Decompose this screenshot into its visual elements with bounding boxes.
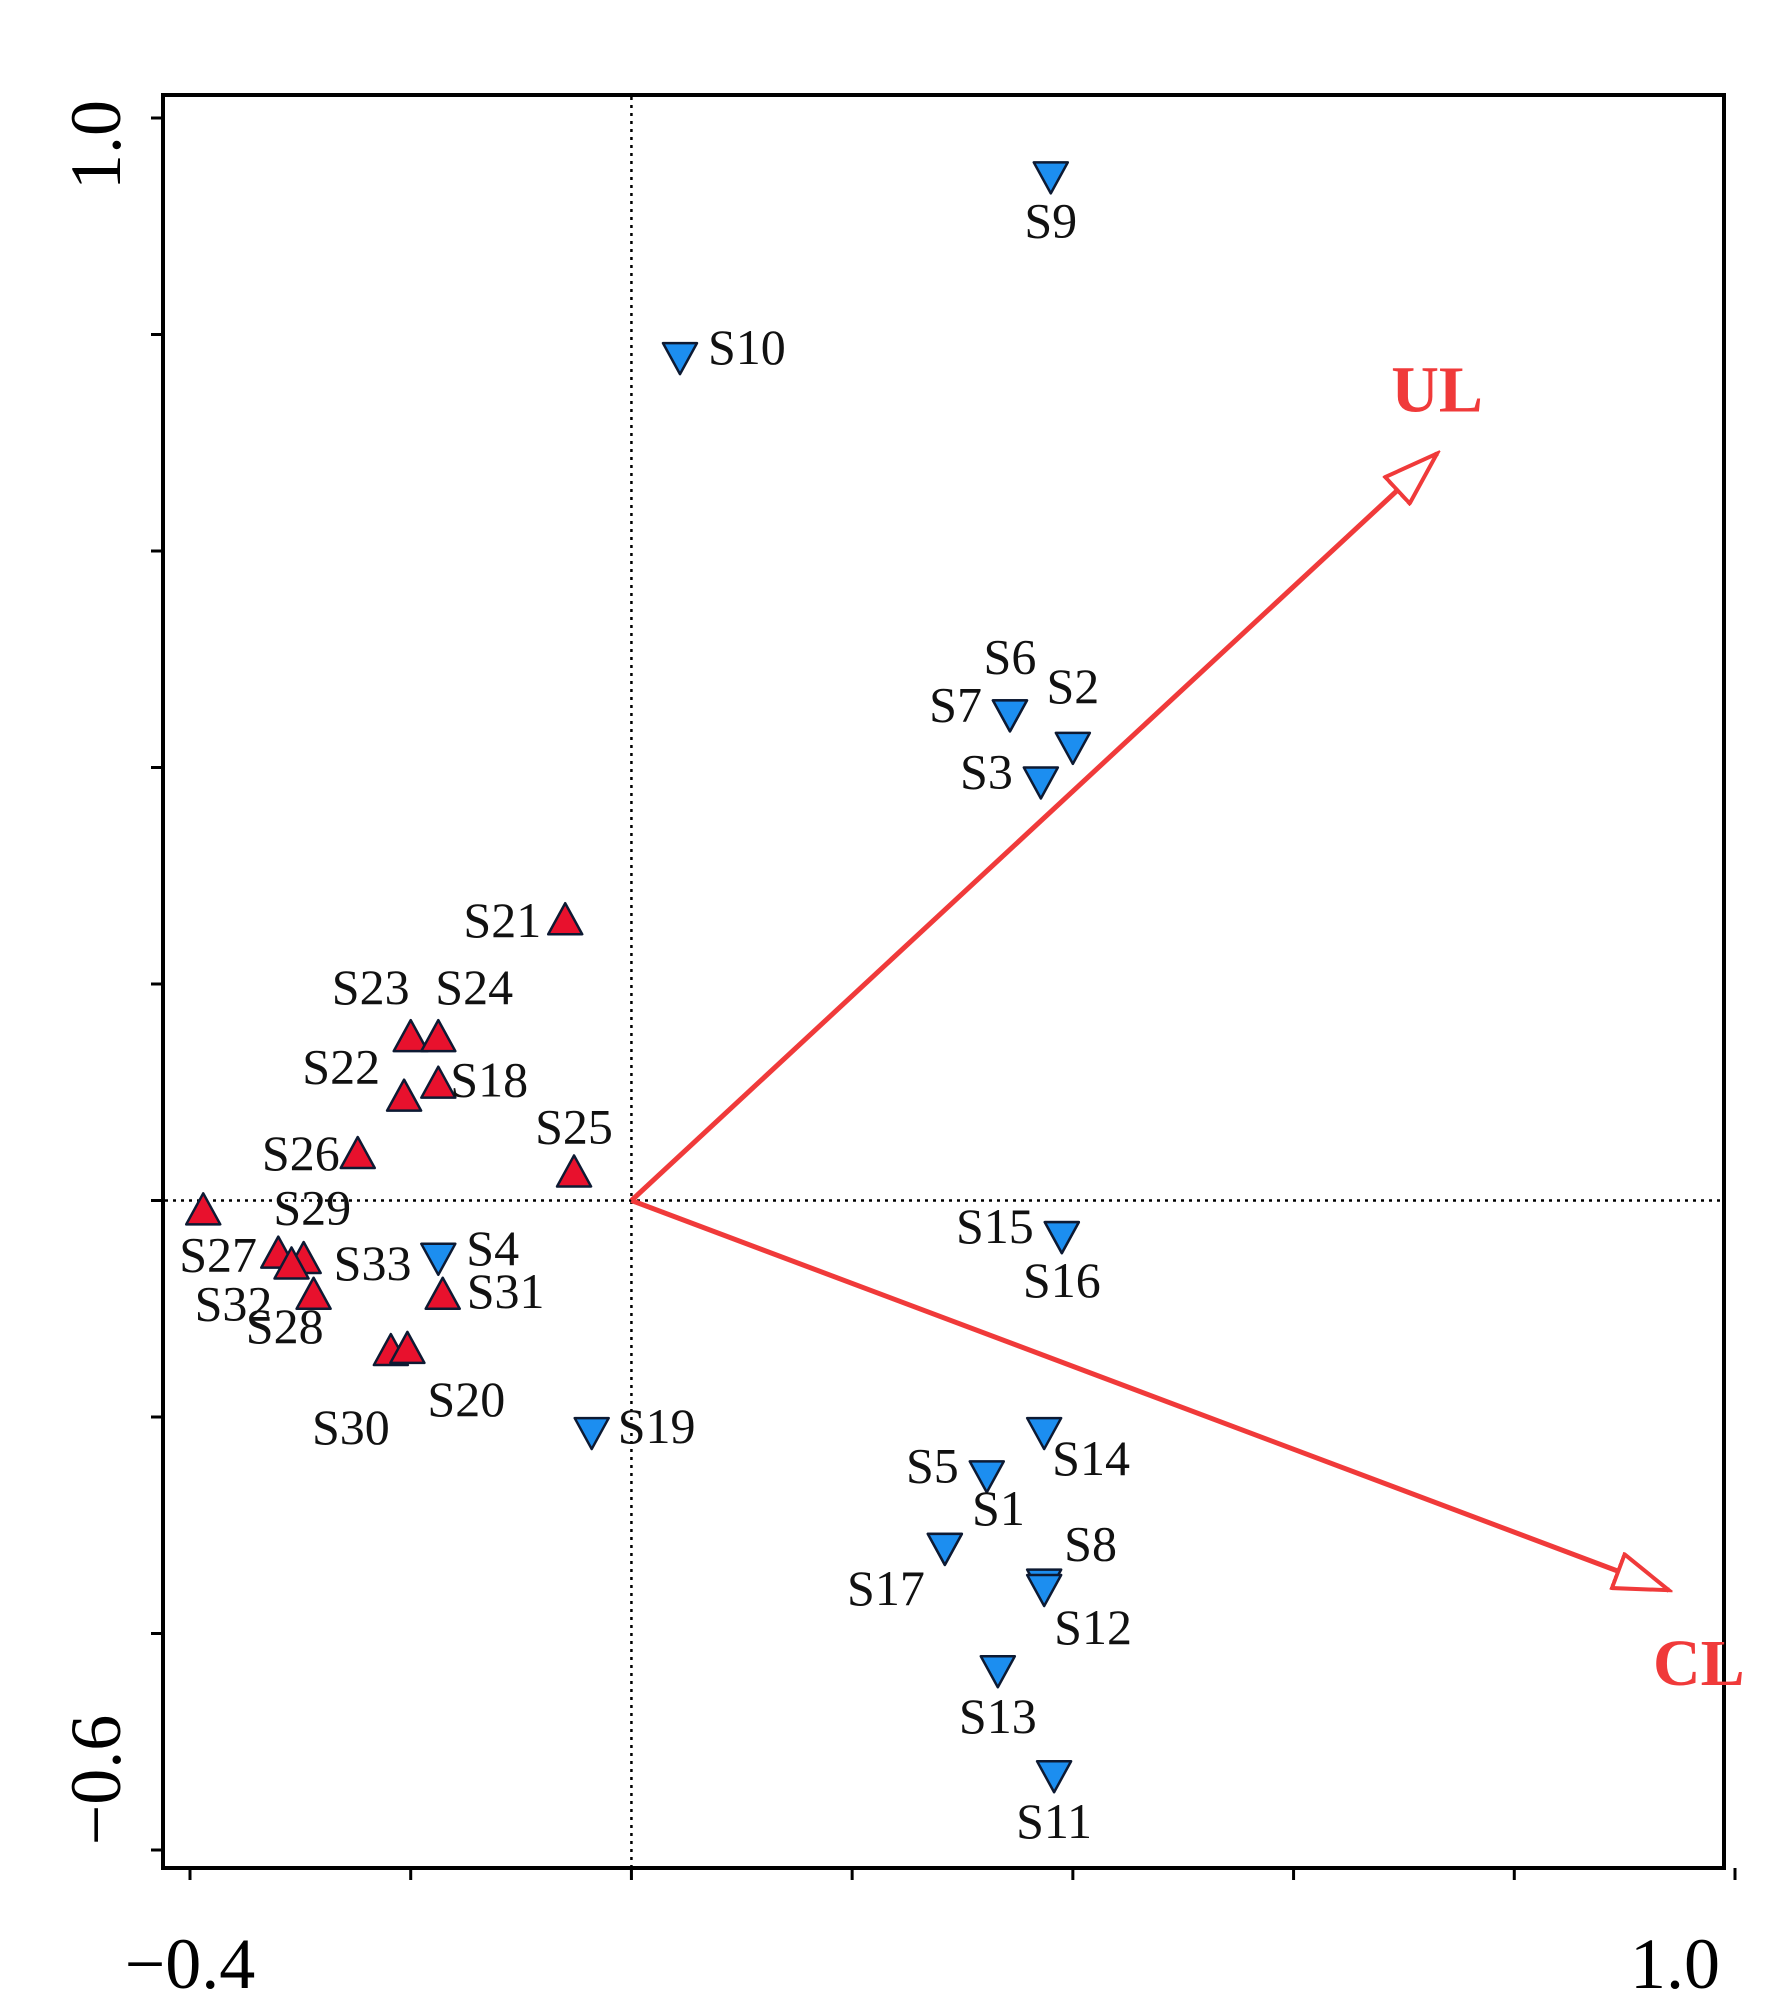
axis-ticks: [151, 116, 1737, 1880]
point-s21: [546, 901, 584, 936]
point-s26: [339, 1135, 376, 1170]
environmental-vectors: UL CL: [629, 354, 1745, 1700]
zero-lines: [165, 97, 1722, 1866]
vector-cl-label: CL: [1653, 1627, 1745, 1700]
point-label-s27: S27: [179, 1226, 257, 1282]
point-s25: [555, 1154, 593, 1188]
point-s24: [420, 1018, 457, 1053]
point-label-s29: S29: [273, 1180, 351, 1236]
point-label-s23: S23: [332, 959, 410, 1015]
point-label-s2: S2: [1046, 658, 1099, 714]
point-label-s32: S32: [195, 1275, 273, 1331]
point-label-s1: S1: [972, 1480, 1025, 1536]
point-s14: [1025, 1416, 1063, 1451]
vector-cl-arrow: [630, 1198, 1668, 1593]
point-label-s14: S14: [1052, 1430, 1130, 1486]
point-s11: [1035, 1759, 1073, 1794]
point-s9: [1032, 161, 1070, 195]
point-s31: [424, 1276, 461, 1311]
point-label-s16: S16: [1023, 1252, 1101, 1308]
point-s10: [661, 341, 699, 376]
point-label-s7: S7: [929, 676, 982, 732]
point-label-s20: S20: [427, 1371, 505, 1427]
point-label-s10: S10: [708, 319, 786, 375]
point-s22: [385, 1078, 423, 1112]
point-s5: [968, 1460, 1006, 1494]
point-label-s18: S18: [450, 1052, 528, 1108]
point-label-s9: S9: [1024, 192, 1077, 248]
plot-border: [161, 93, 1726, 1870]
point-label-s13: S13: [959, 1688, 1037, 1744]
y-tick-label-max: 1.0: [56, 100, 136, 190]
point-label-s22: S22: [302, 1039, 380, 1095]
point-label-s8: S8: [1064, 1516, 1117, 1572]
point-label-s25: S25: [535, 1098, 613, 1154]
vector-ul-label: UL: [1391, 354, 1483, 427]
point-s23: [392, 1018, 429, 1053]
point-s13: [979, 1654, 1017, 1689]
axis-labels: −0.4 1.0 1.0 −0.6: [56, 100, 1720, 2004]
point-s12: [1025, 1573, 1063, 1608]
plot-frame: [161, 93, 1726, 1870]
point-label-s21: S21: [463, 892, 541, 948]
point-label-s4: S4: [466, 1220, 519, 1276]
vector-ul-arrow: [629, 454, 1437, 1203]
point-s7: [991, 699, 1029, 733]
point-s2: [1054, 731, 1092, 766]
point-label-s12: S12: [1054, 1599, 1132, 1655]
x-tick-label-max: 1.0: [1630, 1924, 1720, 2004]
y-tick-label-min: −0.6: [56, 1715, 136, 1846]
point-label-s24: S24: [435, 959, 513, 1015]
point-label-s15: S15: [956, 1198, 1034, 1254]
point-s20: [389, 1330, 426, 1365]
point-label-s28: S28: [246, 1298, 324, 1354]
point-label-s17: S17: [847, 1560, 925, 1616]
point-label-s5: S5: [906, 1437, 959, 1493]
point-label-s19: S19: [618, 1398, 696, 1454]
point-label-s33: S33: [334, 1235, 412, 1291]
sample-points: [184, 161, 1092, 1794]
point-s16: [1043, 1220, 1081, 1255]
point-label-s26: S26: [262, 1125, 340, 1181]
point-s18: [420, 1065, 457, 1099]
point-label-s30: S30: [312, 1399, 390, 1455]
point-s27: [184, 1192, 222, 1226]
point-label-s11: S11: [1016, 1793, 1092, 1849]
point-s32: [273, 1246, 310, 1280]
point-label-s31: S31: [467, 1263, 545, 1319]
point-label-s3: S3: [960, 743, 1013, 799]
point-s19: [573, 1416, 610, 1451]
x-tick-label-min: −0.4: [125, 1924, 256, 2004]
point-s17: [926, 1532, 964, 1567]
point-s3: [1022, 766, 1060, 800]
point-s28: [295, 1276, 332, 1311]
point-label-s6: S6: [984, 628, 1037, 684]
point-s4: [420, 1242, 457, 1277]
